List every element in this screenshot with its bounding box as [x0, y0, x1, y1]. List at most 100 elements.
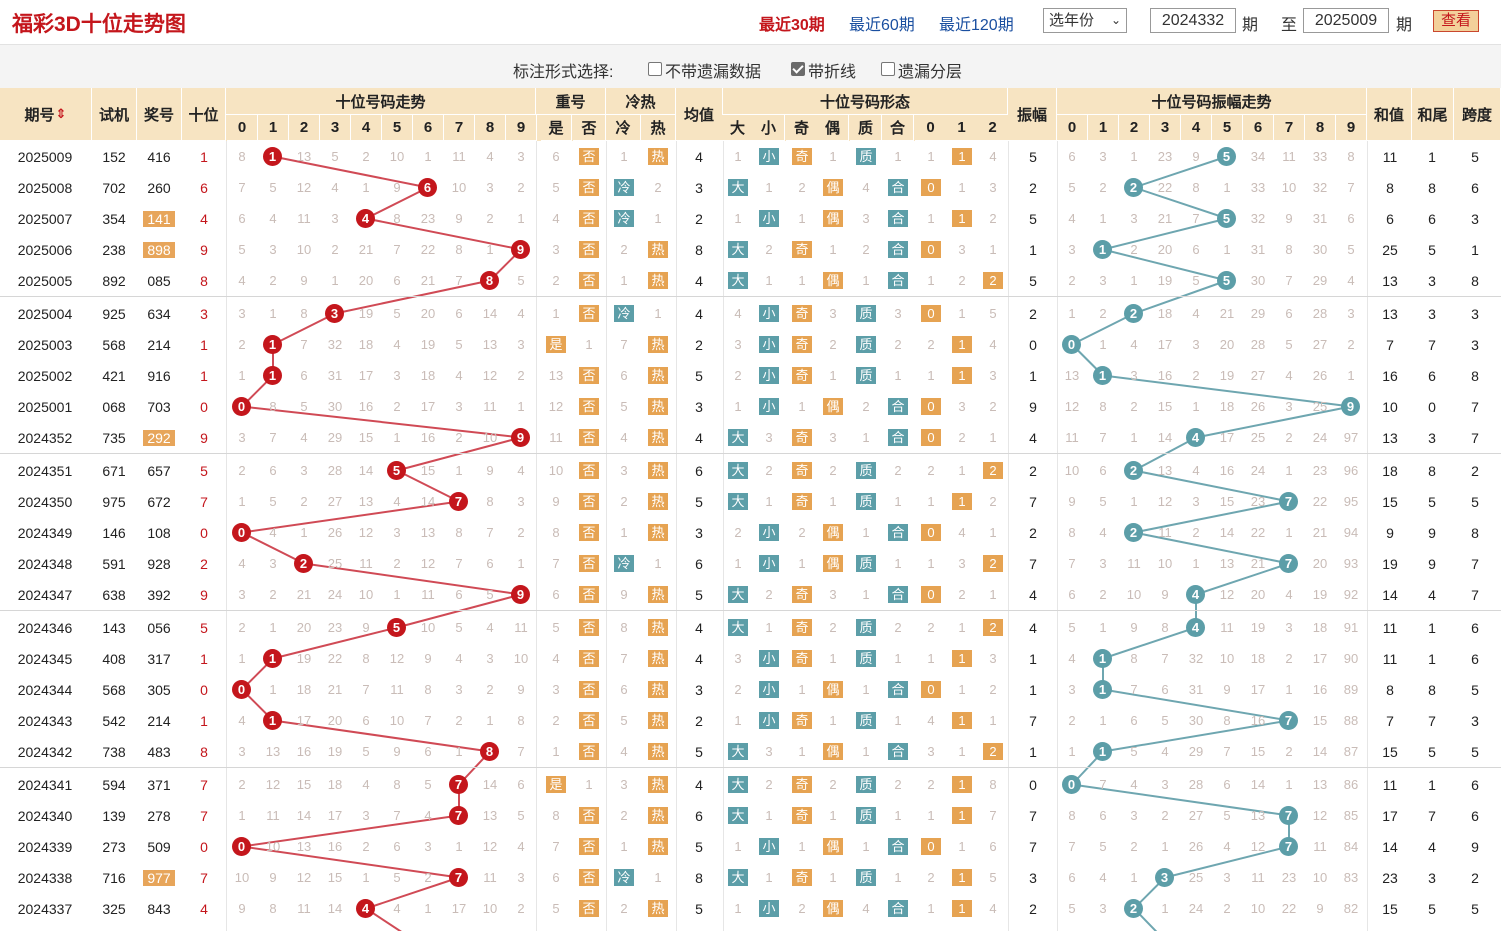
miss-cell: 6 [455, 306, 463, 321]
form-cell: 1 [946, 893, 978, 924]
miss-cell: 22 [327, 651, 343, 666]
form-sub-header: 合 [882, 115, 914, 141]
amp-ball: 1 [1093, 649, 1112, 668]
year-select[interactable]: 选年份 ⌄ [1043, 8, 1127, 33]
tail-cell: 8 [1428, 681, 1436, 698]
recent-30-link[interactable]: 最近30期 [759, 17, 825, 34]
amp-miss-cell: 2 [1068, 273, 1076, 288]
miss-cell: 4 [269, 211, 277, 226]
amp-ball: 1 [1093, 742, 1112, 761]
amp-ball: 1 [1093, 240, 1112, 259]
option-miss-layers[interactable]: 遗漏分层 [881, 58, 962, 82]
form-cell-tag: 小 [759, 305, 779, 322]
recent-120-link[interactable]: 最近120期 [939, 17, 1014, 34]
coldhot-cell-tag: 热 [648, 838, 668, 855]
miss-cell: 5 [424, 777, 432, 792]
amp-miss-cell: 1 [1068, 744, 1076, 759]
checkbox-icon[interactable] [881, 62, 895, 76]
coldhot-cell-tag: 热 [648, 336, 668, 353]
repeat-cell-tag: 是 [546, 336, 566, 353]
form-cell-tag: 大 [728, 241, 748, 258]
amp-trend-header: 十位号码振幅走势 [1057, 88, 1367, 115]
repeat-cell-tag: 否 [579, 179, 599, 196]
miss-cell: 1 [238, 651, 246, 666]
form-cell: 2 [734, 682, 742, 697]
miss-cell: 4 [517, 463, 525, 478]
tail-cell: 3 [1428, 869, 1436, 886]
option-with-line[interactable]: 带折线 [791, 58, 856, 82]
amp-miss-cell: 14 [1157, 430, 1173, 445]
miss-cell: 1 [362, 870, 370, 885]
span-cell: 7 [1471, 555, 1479, 572]
issue-cell: 2024340 [17, 807, 73, 824]
form-cell: 1 [765, 808, 773, 823]
option-no-miss-data[interactable]: 不带遗漏数据 [648, 58, 761, 82]
coldhot-cell-tag: 冷 [614, 869, 634, 886]
tens-cell: 0 [200, 398, 208, 415]
form-cell: 2 [927, 777, 935, 792]
prize-cell: 916 [143, 360, 175, 391]
prize-cell: 056 [143, 612, 175, 643]
amp-miss-cell: 6 [1161, 682, 1169, 697]
avg-cell: 6 [695, 555, 703, 572]
form-cell: 0 [915, 422, 947, 453]
miss-cell: 4 [238, 713, 246, 728]
prize-cell: 672 [143, 486, 175, 517]
miss-cell: 14 [420, 494, 436, 509]
tens-ball: 5 [387, 618, 406, 637]
amp-miss-cell: 11 [1065, 430, 1079, 445]
amp-miss-cell: 1 [1192, 399, 1200, 414]
tens-cell: 8 [200, 272, 208, 289]
form-cell: 质 [850, 769, 882, 800]
form-cell: 2 [958, 273, 966, 288]
coldhot-cell: 1 [654, 306, 662, 321]
amp-digit-header: 7 [1274, 115, 1305, 141]
trend-header: 十位号码走势 [226, 88, 536, 115]
form-cell-tag: 0 [921, 586, 941, 603]
form-cell: 1 [946, 203, 978, 234]
form-cell: 1 [798, 682, 806, 697]
amp-miss-cell: 14 [1250, 777, 1266, 792]
span-header: 跨度 [1454, 88, 1501, 141]
prize-number: 509 [147, 838, 171, 855]
form-cell: 质 [850, 329, 882, 360]
miss-cell: 5 [393, 306, 401, 321]
avg-header: 均值 [676, 88, 723, 141]
amp-miss-cell: 20 [1250, 587, 1266, 602]
form-sub-header: 质 [850, 115, 882, 141]
coldhot-cell: 5 [620, 399, 628, 414]
amp-miss-cell: 5 [1223, 808, 1231, 823]
query-button[interactable]: 查看 [1433, 10, 1479, 32]
to-issue-input[interactable]: 2025009 [1303, 8, 1389, 33]
tail-cell: 4 [1428, 838, 1436, 855]
amp-miss-cell: 20 [1312, 556, 1328, 571]
form-cell: 小 [753, 517, 785, 548]
miss-cell: 16 [327, 839, 343, 854]
coldhot-cell: 热 [642, 141, 674, 172]
form-cell: 0 [915, 234, 947, 265]
form-cell-tag: 1 [952, 900, 972, 917]
amp-miss-cell: 8 [1068, 525, 1076, 540]
amp-miss-cell: 27 [1250, 368, 1266, 383]
issue-header[interactable]: 期号 ⇕ [0, 88, 92, 141]
amp-miss-cell: 5 [1099, 494, 1107, 509]
checkbox-icon[interactable] [648, 62, 662, 76]
sort-arrows-icon[interactable]: ⇕ [55, 106, 67, 121]
amp-miss-cell: 97 [1343, 430, 1359, 445]
form-cell: 奇 [786, 486, 818, 517]
column-divider [1057, 141, 1058, 931]
miss-cell: 12 [420, 556, 436, 571]
coldhot-cell: 冷 [608, 172, 640, 203]
span-cell: 6 [1471, 650, 1479, 667]
form-cell: 合 [882, 674, 914, 705]
form-cell: 1 [829, 242, 837, 257]
miss-cell: 26 [327, 525, 343, 540]
miss-cell: 1 [269, 682, 277, 697]
miss-cell: 25 [327, 556, 343, 571]
checkbox-icon[interactable] [791, 62, 805, 76]
recent-60-link[interactable]: 最近60期 [849, 17, 915, 34]
repeat-cell: 8 [552, 525, 560, 540]
from-issue-input[interactable]: 2024332 [1150, 8, 1236, 33]
tail-cell: 4 [1428, 586, 1436, 603]
form-cell: 3 [927, 744, 935, 759]
